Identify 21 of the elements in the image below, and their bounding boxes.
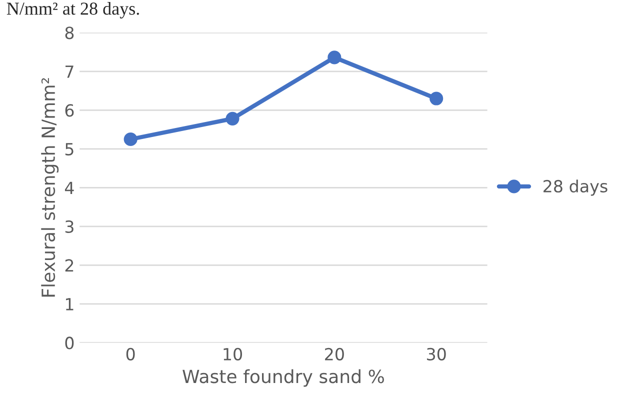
legend-label: 28 days	[544, 180, 608, 196]
x-tick-label: 10	[224, 348, 242, 360]
y-tick-label: 4	[64, 182, 74, 194]
y-tick-label: 7	[66, 66, 74, 78]
x-axis-title: Waste foundry sand %	[182, 369, 384, 387]
y-tick-label: 8	[65, 26, 74, 40]
x-tick-label: 20	[325, 348, 344, 360]
x-tick-label: 0	[126, 348, 135, 360]
point	[328, 50, 342, 64]
y-tick-label: 0	[65, 336, 74, 350]
x-tick-label: 30	[427, 348, 446, 360]
y-tick-label: 5	[65, 143, 74, 156]
y-tick-label: 1	[66, 298, 74, 310]
point	[430, 92, 444, 106]
y-tick-label: 2	[65, 259, 74, 272]
y-tick-label: 3	[65, 220, 74, 234]
point	[226, 112, 240, 126]
text: N/mm² at 28 days.	[6, 2, 139, 18]
y-tick-label: 6	[65, 104, 74, 117]
point	[124, 132, 138, 146]
y-axis-title: Flexural strength N/mm²	[41, 78, 59, 297]
